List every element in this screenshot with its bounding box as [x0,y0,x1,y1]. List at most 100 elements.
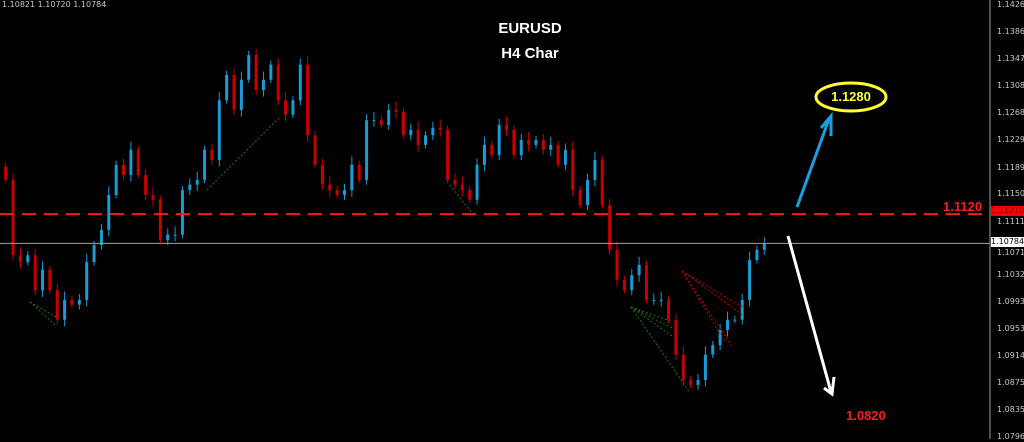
candle [512,125,516,159]
candle [372,111,376,127]
candle [85,253,89,307]
candle-body [740,299,744,320]
candle [431,121,435,141]
chart-title: EURUSD [498,20,562,37]
candle-body [468,190,472,200]
candle-body [652,299,656,301]
candle-body [622,279,626,291]
candle-body [203,149,207,180]
candle [460,176,464,197]
candle [48,265,52,294]
candle [733,315,737,324]
candle-body [77,299,81,305]
up-arrow [795,111,833,208]
candle-body [401,111,405,136]
candle-body [55,290,59,320]
candle [578,186,582,209]
candle [438,119,442,137]
candle-body [674,319,678,355]
candle-body [644,264,648,300]
candle-body [70,299,74,305]
y-tick-label: 1.08350 [997,405,1024,415]
candle-body [195,179,199,185]
candle [320,158,324,190]
y-tick-label: 1.13470 [997,54,1024,64]
candle [166,228,170,246]
candle-body [261,79,265,91]
candle-body [608,205,612,250]
candle [254,48,258,95]
pattern-line [630,306,691,394]
candle-body [586,179,590,206]
candle [593,151,597,187]
candle [696,373,700,390]
candle [571,141,575,197]
target-down-label: 1.0820 [846,408,886,423]
candle-body [372,120,376,122]
candle-body [114,164,118,195]
candle [225,70,229,104]
candle [26,251,30,266]
candle-body [247,55,251,80]
candle-body [239,79,243,110]
candle [608,199,612,255]
candle [652,293,656,305]
candle-body [563,149,567,165]
candle [4,162,8,184]
candle-body [320,164,324,185]
candle-body [225,74,229,101]
candle [755,245,759,264]
candle [99,223,103,250]
candle-body [269,64,273,80]
candle [630,269,634,296]
y-tick-label: 1.09140 [997,351,1024,361]
candle-body [667,299,671,320]
candle [306,56,310,142]
candle [387,103,391,130]
candle-body [122,164,126,176]
candle [446,125,450,184]
resistance-label: 1.1120 [943,199,983,214]
candle-body [365,120,369,180]
candle [55,284,59,325]
candle [519,133,523,161]
candle [151,186,155,207]
candle-body [158,199,162,241]
candle-body [446,129,450,180]
candle-body [659,299,663,301]
pattern-line [681,270,743,308]
y-tick-label: 1.11110 [997,217,1024,226]
candle [468,186,472,204]
candle-body [107,194,111,230]
candle-body [387,109,391,125]
candle [453,173,457,190]
chart-subtitle: H4 Char [501,45,559,62]
candle [762,237,766,255]
pattern-line [630,306,673,337]
y-tick-label: 1.14260 [997,0,1024,9]
candle-body [394,109,398,112]
candle [622,275,626,294]
candle [350,156,354,197]
pattern-line [29,301,59,319]
y-tick-label: 1.10710 [997,248,1024,257]
candle-body [416,129,420,145]
pattern-line [449,184,473,214]
candle-body [306,64,310,136]
candle [674,313,678,360]
candle-body [527,140,531,145]
pattern-line [681,270,734,349]
candle [210,143,214,165]
candle [401,107,405,139]
candle-body [431,127,435,136]
candle [644,260,648,304]
candle [114,160,118,199]
candle-body [173,234,177,236]
candle-body [313,135,317,165]
candle-body [291,100,295,115]
candle [379,116,383,129]
candle [482,136,486,172]
candle [298,58,302,106]
candle [416,121,420,152]
